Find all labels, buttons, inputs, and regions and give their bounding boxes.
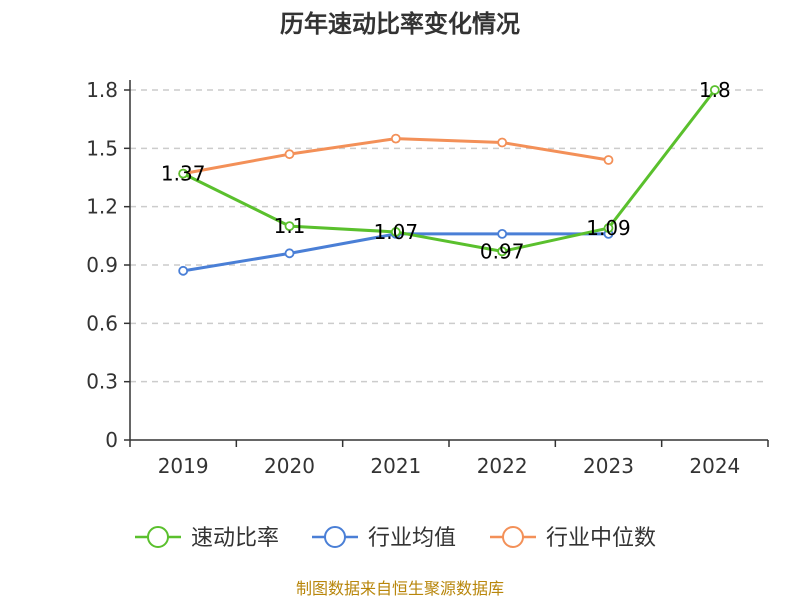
x-tick-label: 2021	[370, 454, 421, 478]
series-line-2	[182, 137, 609, 176]
x-tick-label: 2023	[583, 454, 634, 478]
data-point[interactable]	[178, 168, 189, 179]
data-point[interactable]	[603, 155, 614, 165]
legend[interactable]: 速动比率 行业均值 行业中位数	[135, 526, 656, 551]
data-point[interactable]	[497, 137, 508, 148]
y-tick-label: 1.8	[86, 78, 118, 102]
data-point[interactable]	[178, 265, 189, 276]
data-point[interactable]	[284, 248, 295, 259]
series-line-0	[182, 89, 717, 253]
data-label: 0.97	[480, 239, 525, 263]
data-label: 1.1	[274, 214, 306, 238]
legend-item-0[interactable]: 速动比率	[135, 526, 279, 551]
x-tick-label: 2019	[158, 454, 209, 478]
chart-title: 历年速动比率变化情况	[280, 10, 520, 38]
y-tick-label: 0	[105, 428, 118, 452]
legend-item-2[interactable]: 行业中位数	[490, 526, 656, 551]
x-tick-label: 2022	[477, 454, 528, 478]
axes: 0 0.3 0.6 0.9 1.2 1.5 1.8 2019 2020 2021 2022 2023 2…	[86, 78, 769, 478]
data-label: 1.07	[374, 220, 419, 244]
data-point[interactable]	[603, 223, 614, 233]
y-tick-label: 1.2	[86, 195, 118, 219]
data-point[interactable]	[390, 227, 401, 237]
data-point[interactable]	[284, 221, 295, 232]
legend-circle-icon	[324, 526, 346, 548]
legend-item-1[interactable]: 行业均值	[312, 526, 456, 551]
data-label: 1.37	[161, 162, 206, 186]
x-tick-label: 2024	[689, 454, 740, 478]
y-tick-label: 0.9	[86, 253, 118, 277]
data-point[interactable]	[497, 228, 508, 239]
legend-label: 行业中位数	[546, 526, 656, 551]
series	[178, 85, 720, 276]
data-point[interactable]	[390, 133, 401, 144]
grid	[130, 89, 768, 383]
data-point[interactable]	[709, 85, 720, 95]
data-labels: 1.37 1.1 1.07 0.97 1.09 1.8	[161, 78, 731, 263]
y-tick-label: 1.5	[86, 136, 118, 160]
data-point[interactable]	[497, 246, 508, 257]
y-tick-label: 0.3	[86, 370, 118, 394]
legend-label: 速动比率	[191, 526, 279, 551]
data-label: 1.09	[586, 216, 631, 240]
data-label: 1.8	[699, 78, 731, 102]
x-tick-label: 2020	[264, 454, 315, 478]
legend-circle-icon	[147, 526, 169, 548]
y-tick-label: 0.6	[86, 311, 118, 335]
footer-source: 制图数据来自恒生聚源数据库	[296, 579, 504, 598]
legend-label: 行业均值	[368, 526, 456, 551]
data-point[interactable]	[284, 149, 295, 160]
legend-circle-icon	[502, 526, 524, 548]
